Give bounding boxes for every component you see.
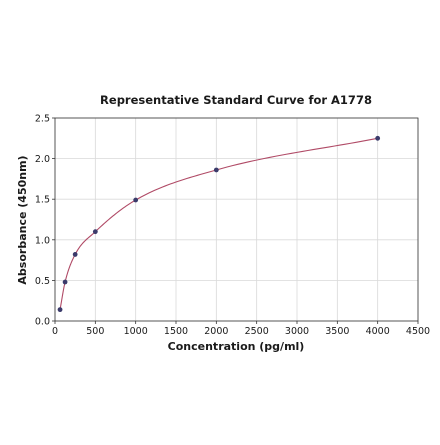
y-tick-label: 1.0: [35, 235, 50, 246]
data-point: [213, 167, 219, 173]
fit-curve-line: [59, 137, 378, 310]
x-axis-label: Concentration (pg/ml): [168, 340, 305, 353]
axis-ticks: 0 500 1000 1500 2000 2500 3000 3500 4000 4500 0.0 0…: [35, 114, 430, 338]
x-tick-label: 1000: [124, 326, 148, 337]
data-point: [92, 229, 98, 235]
chart-title: Representative Standard Curve for A1778: [100, 93, 372, 107]
x-tick-label: 4500: [406, 326, 430, 337]
y-tick-label: 2.5: [35, 114, 50, 125]
data-points: [57, 135, 381, 313]
x-tick-label: 2500: [245, 326, 269, 337]
x-tick-label: 3500: [325, 326, 349, 337]
data-point: [72, 252, 78, 257]
x-tick-label: 0: [52, 326, 58, 337]
y-tick-label: 2.0: [35, 154, 50, 165]
data-point: [133, 197, 139, 203]
y-tick-label: 0.5: [35, 276, 50, 287]
data-point: [62, 279, 68, 285]
y-tick-label: 1.5: [35, 195, 50, 206]
x-tick-label: 2000: [204, 326, 228, 337]
x-tick-label: 4000: [366, 326, 390, 337]
y-axis-label: Absorbance (450nm): [16, 155, 29, 284]
x-tick-label: 3000: [285, 326, 309, 337]
data-point: [57, 307, 63, 313]
x-tick-label: 500: [86, 326, 104, 337]
x-tick-label: 1500: [164, 326, 188, 337]
y-tick-label: 0.0: [35, 317, 50, 328]
plot-area-frame: [54, 117, 419, 322]
data-point: [375, 135, 381, 141]
